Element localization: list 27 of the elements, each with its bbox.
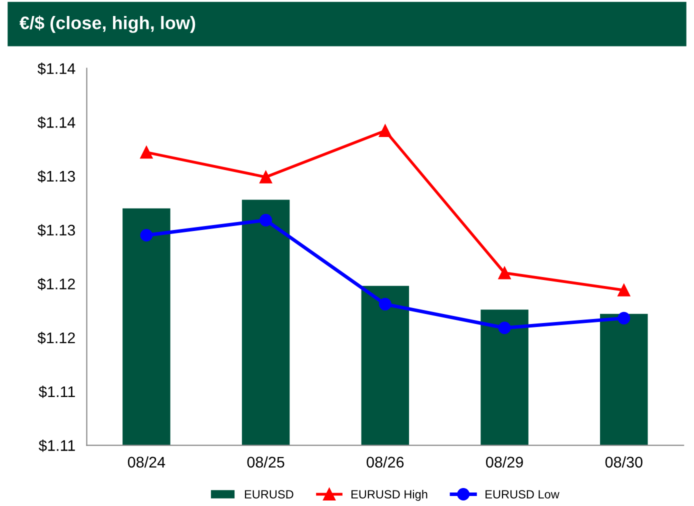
y-tick-label: $1.13 [38,170,75,183]
legend-label: EURUSD [244,490,294,499]
point [618,312,630,324]
point [378,124,392,138]
point [618,284,630,296]
point [498,266,511,280]
y-tick-label: $1.14 [38,62,76,75]
y-tick-label: $1.11 [38,440,75,452]
point [140,146,153,159]
y-tick-label: $1.12 [38,332,75,344]
x-tick-label: 08/24 [128,456,166,468]
point [498,322,511,334]
x-tick-label: 08/26 [366,456,404,468]
x-tick-label: 08/25 [247,456,284,468]
point [260,214,272,226]
x-tick-label: 08/30 [605,456,642,468]
legend-label: EURUSD Low [486,490,560,499]
chart-title: €/$ (close, high, low) [20,16,196,33]
point [140,229,153,242]
y-tick-label: $1.11 [38,386,75,398]
legend-label: EURUSD High [351,490,428,501]
y-tick-label: $1.12 [38,278,75,290]
y-tick-label: $1.14 [38,116,76,129]
y-tick-label: $1.13 [38,224,75,236]
x-tick-label: 08/29 [486,456,523,468]
point [260,170,272,184]
point [378,298,392,310]
